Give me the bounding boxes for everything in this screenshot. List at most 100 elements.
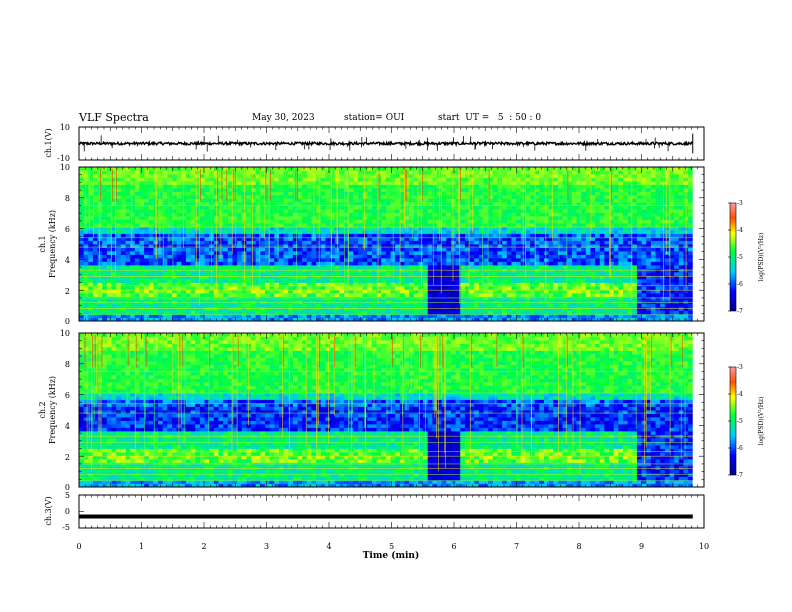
spectrogram-cell: [469, 310, 475, 315]
spectrogram-cell: [269, 265, 275, 269]
spectrogram-cell: [474, 293, 480, 297]
spectrogram-cell: [376, 310, 382, 315]
spectrogram-cell: [297, 212, 303, 217]
spectrogram-cell: [311, 247, 317, 252]
spectrogram-cell: [227, 167, 233, 171]
spectrogram-cell: [130, 209, 136, 213]
spectrogram-cell: [171, 296, 178, 301]
spectrogram-cell: [367, 254, 373, 259]
spectrogram-cell: [395, 279, 401, 283]
spectrogram-cell: [469, 247, 475, 252]
spectrogram-cell: [223, 223, 229, 227]
spectrogram-cell: [539, 275, 545, 280]
spectrogram-cell: [348, 174, 354, 178]
spectrogram-cell: [218, 272, 224, 276]
spectrogram-cell: [441, 293, 447, 297]
spectrogram-cell: [460, 188, 466, 192]
spectrogram-cell: [92, 254, 98, 259]
spectrogram-cell: [339, 198, 345, 203]
spectrogram-cell: [306, 300, 312, 304]
spectrogram-cell: [367, 202, 373, 206]
spectrogram-cell: [134, 254, 140, 259]
spectrogram-cell: [288, 233, 294, 238]
spectrogram-cell: [171, 314, 178, 318]
spectrogram-cell: [516, 314, 522, 318]
spectrogram-cell: [557, 170, 563, 175]
spectrogram-cell: [176, 296, 182, 301]
spectrogram-cell: [79, 254, 85, 259]
spectrogram-cell: [83, 275, 89, 280]
spectrogram-cell: [404, 286, 410, 290]
spectrogram-cell: [190, 219, 196, 224]
spectrogram-cell: [130, 296, 136, 301]
spectrogram-cell: [478, 282, 484, 287]
spectrogram-cell: [171, 265, 178, 269]
spectrogram-cell: [381, 177, 387, 182]
spectrogram-cell: [399, 181, 405, 185]
spectrogram-cell: [571, 314, 577, 318]
spectrogram-cell: [553, 202, 559, 206]
spectrogram-cell: [106, 240, 112, 245]
spectrogram-cell: [158, 195, 164, 199]
spectrogram-cell: [348, 265, 354, 269]
spectrogram-cell: [195, 272, 201, 276]
spectrogram-cell: [130, 279, 136, 283]
spectrogram-cell: [543, 216, 550, 220]
spectrogram-cell: [492, 226, 498, 231]
spectrogram-cell: [488, 282, 494, 287]
spectrogram-cell: [469, 174, 475, 178]
spectrogram-cell: [274, 251, 280, 255]
spectrogram-cell: [288, 188, 294, 192]
spectrogram-cell: [478, 226, 484, 231]
spectrogram-cell: [344, 282, 350, 287]
spectrogram-cell: [525, 170, 531, 175]
spectrogram-cell: [171, 289, 178, 294]
spectrogram-cell: [227, 184, 233, 189]
spectrogram-cell: [478, 296, 484, 301]
spectrogram-cell: [148, 209, 154, 213]
spectrogram-cell: [316, 212, 322, 217]
spectrogram-cell: [441, 223, 447, 227]
spectrogram-cell: [511, 219, 517, 224]
spectrogram-cell: [251, 188, 257, 192]
spectrogram-cell: [385, 195, 391, 199]
spectrogram-cell: [120, 216, 126, 220]
spectrogram-cell: [171, 226, 178, 231]
spectrogram-cell: [385, 247, 391, 252]
spectrogram-cell: [130, 205, 136, 210]
spectrogram-cell: [530, 261, 536, 266]
spectrogram-cell: [548, 188, 554, 192]
spectrogram-cell: [548, 184, 554, 189]
spectrogram-cell: [283, 198, 289, 203]
spectrogram-cell: [371, 265, 377, 269]
spectrogram-cell: [185, 212, 191, 217]
spectrogram-cell: [171, 317, 178, 322]
spectrogram-cell: [478, 184, 484, 189]
spectrogram-cell: [92, 272, 98, 276]
spectrogram-cell: [353, 272, 359, 276]
spectrogram-cell: [492, 202, 498, 206]
spectrogram-cell: [488, 237, 494, 241]
spectrogram-cell: [427, 275, 433, 280]
spectrogram-cell: [134, 258, 140, 262]
spectrogram-cell: [395, 209, 401, 213]
spectrogram-cell: [106, 293, 112, 297]
spectrogram-cell: [446, 310, 452, 315]
spectrogram-cell: [264, 230, 271, 234]
spectrogram-cell: [278, 191, 284, 196]
spectrogram-cell: [120, 279, 126, 283]
spectrogram-cell: [441, 237, 447, 241]
spectrogram-cell: [362, 303, 368, 308]
spectrogram-cell: [190, 272, 196, 276]
spectrogram-cell: [539, 188, 545, 192]
spectrogram-cell: [460, 205, 466, 210]
spectrogram-cell: [83, 188, 89, 192]
spectrogram-cell: [553, 184, 559, 189]
spectrogram-cell: [134, 226, 140, 231]
spectrogram-cell: [455, 272, 461, 276]
spectrogram-cell: [162, 251, 168, 255]
spectrogram-cell: [441, 261, 447, 266]
spectrogram-cell: [130, 303, 136, 308]
spectrogram-cell: [269, 303, 275, 308]
spectrogram-cell: [264, 244, 271, 248]
